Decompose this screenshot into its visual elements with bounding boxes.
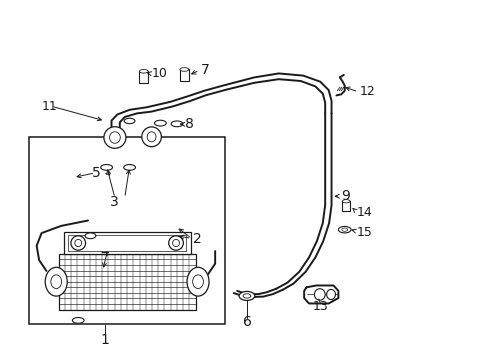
Ellipse shape (168, 236, 183, 250)
Bar (59, 254, 195, 310)
Text: 4: 4 (100, 245, 109, 259)
Text: 7: 7 (200, 63, 209, 77)
Ellipse shape (239, 292, 254, 300)
Ellipse shape (51, 275, 61, 289)
Ellipse shape (186, 267, 209, 296)
Ellipse shape (341, 228, 347, 231)
Ellipse shape (75, 239, 81, 247)
Ellipse shape (154, 120, 166, 126)
Ellipse shape (172, 239, 179, 247)
Bar (29, 137, 224, 324)
Text: 10: 10 (151, 67, 167, 80)
Ellipse shape (123, 165, 135, 170)
Ellipse shape (103, 127, 125, 148)
Ellipse shape (101, 165, 112, 170)
Text: 15: 15 (356, 226, 372, 239)
Ellipse shape (338, 226, 350, 233)
Ellipse shape (171, 121, 183, 127)
Bar (68, 235, 185, 251)
Text: 14: 14 (356, 206, 372, 219)
Text: 5: 5 (92, 166, 101, 180)
Ellipse shape (109, 132, 120, 143)
Text: 3: 3 (110, 195, 119, 208)
Text: 9: 9 (341, 189, 349, 203)
Ellipse shape (139, 69, 148, 73)
Text: 6: 6 (242, 315, 251, 329)
Text: 12: 12 (359, 85, 374, 98)
Ellipse shape (314, 289, 325, 300)
Bar (342, 201, 349, 211)
Ellipse shape (72, 318, 84, 323)
Ellipse shape (45, 267, 67, 296)
Ellipse shape (326, 289, 335, 300)
Ellipse shape (342, 199, 349, 203)
Ellipse shape (142, 127, 161, 147)
Ellipse shape (243, 294, 250, 298)
Text: 2: 2 (193, 233, 202, 246)
Bar (139, 71, 148, 83)
Ellipse shape (124, 118, 135, 123)
Text: 11: 11 (41, 100, 57, 113)
Ellipse shape (192, 275, 203, 289)
Text: 8: 8 (184, 117, 193, 131)
Ellipse shape (85, 233, 96, 239)
Bar (180, 69, 188, 81)
Ellipse shape (147, 132, 156, 142)
Bar (63, 232, 190, 254)
Ellipse shape (180, 68, 188, 71)
Ellipse shape (71, 236, 85, 250)
Text: 1: 1 (101, 333, 109, 347)
Text: 13: 13 (312, 300, 327, 313)
